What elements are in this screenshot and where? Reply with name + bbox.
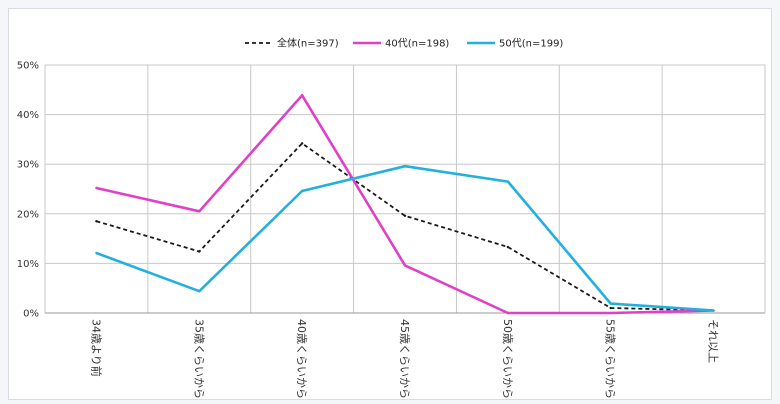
legend-label: 全体(n=397) (277, 37, 339, 50)
data-point (300, 189, 304, 193)
data-point (198, 250, 201, 253)
data-point (609, 306, 612, 310)
series-line (96, 142, 714, 312)
line-chart: 0% 10% 20% 30% 40% 50% 34歳より前 35歳くらいから 40歳くらいから 4… (17, 37, 766, 399)
data-point (95, 186, 98, 190)
legend-label: 50代(n=199) (499, 38, 563, 50)
y-tick-label: 20% (17, 209, 39, 220)
data-point (300, 142, 304, 145)
data-point (609, 311, 612, 315)
data-point (95, 220, 98, 223)
legend: 全体(n=397) 40代(n=198) 50代(n=199) (245, 37, 563, 50)
series-line (95, 164, 714, 312)
data-point (403, 264, 407, 267)
gridlines (44, 64, 766, 314)
data-point (300, 94, 304, 97)
x-tick-label: 40歳くらいから (295, 319, 308, 399)
y-tick-label: 0% (23, 309, 39, 320)
data-point (506, 245, 510, 249)
y-tick-label: 50% (17, 61, 39, 72)
data-point (609, 302, 612, 305)
legend-label: 40代(n=198) (385, 38, 449, 50)
x-tick-label: 35歳くらいから (192, 319, 205, 399)
data-point (506, 180, 510, 183)
x-tick-label: 34歳より前 (89, 319, 103, 377)
series-2 (95, 164, 715, 312)
data-point (198, 289, 201, 293)
y-tick-label: 40% (17, 110, 39, 121)
data-point (95, 251, 98, 255)
y-tick-label: 30% (17, 160, 39, 171)
data-point (198, 210, 201, 213)
x-tick-label: 55歳くらいから (604, 319, 617, 399)
x-tick-label: それ以上 (707, 319, 720, 363)
data-point (506, 311, 510, 315)
series-line (96, 94, 714, 315)
y-tick-label: 10% (17, 259, 39, 270)
data-point (712, 309, 715, 312)
x-tick-label: 50歳くらいから (501, 319, 514, 399)
series-1 (95, 94, 715, 315)
data-point (403, 214, 407, 217)
chart-frame: 0% 10% 20% 30% 40% 50% 34歳より前 35歳くらいから 40歳くらいから 4… (8, 8, 772, 400)
data-point (403, 164, 407, 168)
x-tick-label: 45歳くらいから (398, 319, 411, 399)
